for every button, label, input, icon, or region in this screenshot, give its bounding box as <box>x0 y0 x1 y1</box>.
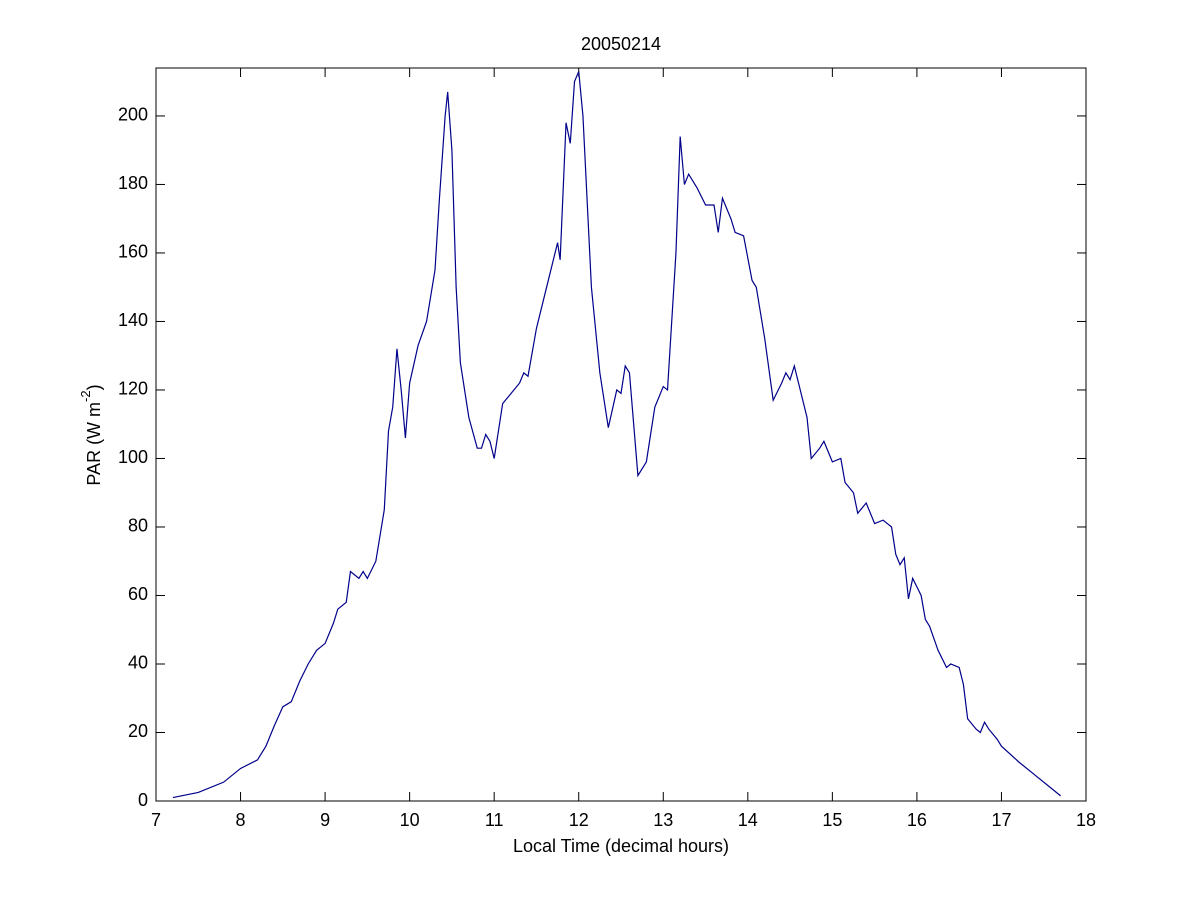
x-tick-label: 13 <box>653 810 673 830</box>
y-tick-label: 140 <box>118 310 148 330</box>
y-tick-label: 160 <box>118 242 148 262</box>
y-axis-label-superscript: -2 <box>78 390 93 402</box>
x-tick-label: 11 <box>485 810 504 830</box>
x-tick-label: 9 <box>320 810 330 830</box>
y-tick-label: 200 <box>118 105 148 125</box>
x-axis-label: Local Time (decimal hours) <box>513 836 729 856</box>
x-tick-label: 17 <box>991 810 1011 830</box>
y-tick-label: 20 <box>128 721 148 741</box>
chart-title: 20050214 <box>581 34 661 54</box>
y-axis-label-main: PAR (W m <box>84 402 104 486</box>
x-tick-label: 7 <box>151 810 161 830</box>
plot-frame <box>155 67 1087 802</box>
y-axis-label: PAR (W m-2) <box>78 384 103 485</box>
y-tick-label: 0 <box>138 790 148 810</box>
x-tick-label: 18 <box>1076 810 1096 830</box>
y-tick-label: 80 <box>128 516 148 536</box>
y-tick-label: 40 <box>128 653 148 673</box>
data-line <box>172 71 1062 799</box>
y-tick-label: 100 <box>118 447 148 467</box>
x-tick-label: 15 <box>822 810 842 830</box>
x-tick-label: 10 <box>400 810 420 830</box>
y-tick-label: 120 <box>118 379 148 399</box>
x-tick-label: 14 <box>738 810 758 830</box>
x-tick-label: 12 <box>569 810 589 830</box>
y-tick-label: 180 <box>118 173 148 193</box>
y-tick-label: 60 <box>128 584 148 604</box>
x-tick-label: 8 <box>236 810 246 830</box>
x-tick-label: 16 <box>907 810 927 830</box>
y-axis-label-end: ) <box>84 384 104 390</box>
